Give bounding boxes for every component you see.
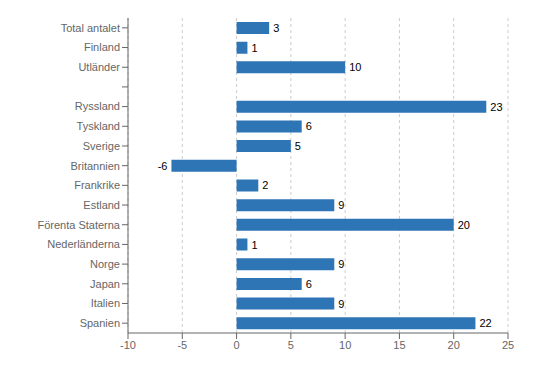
svg-text:6: 6 bbox=[306, 120, 312, 132]
svg-text:Estland: Estland bbox=[83, 199, 120, 211]
svg-text:Japan: Japan bbox=[90, 278, 120, 290]
svg-text:10: 10 bbox=[349, 61, 361, 73]
svg-text:Britannien: Britannien bbox=[70, 160, 120, 172]
svg-text:Finland: Finland bbox=[84, 41, 120, 53]
svg-text:25: 25 bbox=[502, 339, 514, 351]
svg-text:9: 9 bbox=[338, 199, 344, 211]
svg-text:1: 1 bbox=[251, 42, 257, 54]
svg-text:10: 10 bbox=[339, 339, 351, 351]
svg-text:Frankrike: Frankrike bbox=[74, 179, 120, 191]
svg-text:0: 0 bbox=[234, 339, 240, 351]
svg-text:Förenta Staterna: Förenta Staterna bbox=[37, 219, 120, 231]
svg-text:20: 20 bbox=[458, 219, 470, 231]
svg-text:Norge: Norge bbox=[90, 258, 120, 270]
svg-text:6: 6 bbox=[306, 278, 312, 290]
svg-text:Italien: Italien bbox=[91, 297, 120, 309]
svg-text:5: 5 bbox=[288, 339, 294, 351]
svg-text:9: 9 bbox=[338, 298, 344, 310]
svg-text:9: 9 bbox=[338, 258, 344, 270]
svg-text:Sverige: Sverige bbox=[83, 140, 120, 152]
svg-text:2: 2 bbox=[262, 179, 268, 191]
svg-text:-5: -5 bbox=[177, 339, 187, 351]
svg-text:5: 5 bbox=[295, 140, 301, 152]
svg-text:23: 23 bbox=[490, 101, 502, 113]
svg-text:Ryssland: Ryssland bbox=[75, 100, 120, 112]
svg-text:3: 3 bbox=[273, 22, 279, 34]
svg-text:Nederländerna: Nederländerna bbox=[47, 238, 121, 250]
svg-text:Spanien: Spanien bbox=[80, 317, 120, 329]
svg-text:22: 22 bbox=[479, 317, 491, 329]
svg-text:-6: -6 bbox=[158, 160, 168, 172]
svg-text:Total antalet: Total antalet bbox=[61, 22, 120, 34]
svg-text:Tyskland: Tyskland bbox=[77, 120, 120, 132]
svg-text:Utländer: Utländer bbox=[78, 61, 120, 73]
svg-text:15: 15 bbox=[393, 339, 405, 351]
svg-text:-10: -10 bbox=[120, 339, 136, 351]
svg-text:20: 20 bbox=[448, 339, 460, 351]
svg-text:1: 1 bbox=[251, 239, 257, 251]
